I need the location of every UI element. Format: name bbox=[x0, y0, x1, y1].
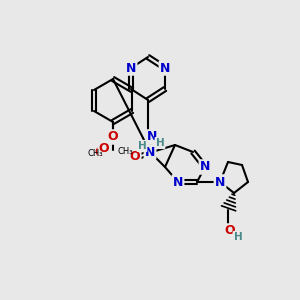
Text: H: H bbox=[138, 141, 146, 151]
Text: O: O bbox=[99, 142, 109, 154]
Text: N: N bbox=[200, 160, 210, 173]
Text: CH₃: CH₃ bbox=[87, 148, 103, 158]
Text: O: O bbox=[130, 151, 140, 164]
Text: N: N bbox=[215, 176, 225, 188]
Text: O: O bbox=[225, 224, 235, 238]
Text: O: O bbox=[108, 130, 118, 143]
Text: N: N bbox=[145, 146, 155, 158]
Text: N: N bbox=[147, 130, 157, 143]
Text: O: O bbox=[94, 146, 105, 158]
Text: H: H bbox=[156, 138, 164, 148]
Text: H: H bbox=[234, 232, 242, 242]
Text: N: N bbox=[160, 61, 170, 74]
Text: CH₃: CH₃ bbox=[117, 148, 133, 157]
Text: N: N bbox=[126, 61, 136, 74]
Text: N: N bbox=[173, 176, 183, 188]
